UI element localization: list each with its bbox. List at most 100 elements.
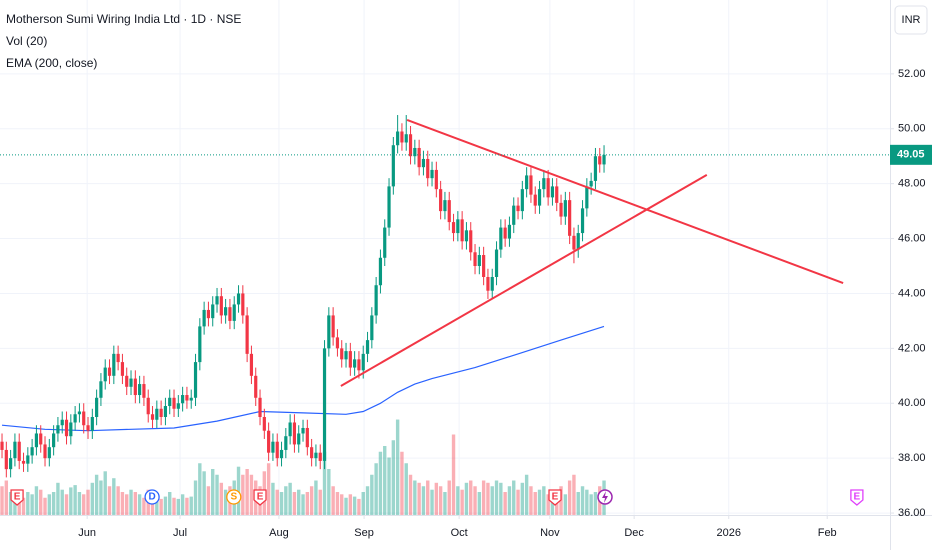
candle-body <box>26 455 30 464</box>
volume-bar <box>249 474 254 515</box>
candle-body <box>301 427 305 434</box>
volume-bar <box>215 474 219 515</box>
candle-body <box>146 397 150 415</box>
x-tick-label: Jun <box>78 527 96 539</box>
y-tick-label: 38.00 <box>898 452 926 464</box>
y-tick-label: 50.00 <box>898 123 926 135</box>
volume-bar <box>125 494 129 515</box>
event-icon[interactable] <box>10 489 24 506</box>
volume-bar <box>172 497 176 515</box>
candle-body <box>129 378 133 387</box>
candle-body <box>417 147 421 168</box>
candle-body <box>482 255 486 277</box>
volume-bar <box>266 463 271 515</box>
volume-bar <box>39 489 43 515</box>
volume-bar <box>563 494 568 515</box>
volume-bar <box>370 474 374 515</box>
candle-body <box>542 178 546 190</box>
event-icon[interactable] <box>226 489 242 505</box>
volume-bar <box>4 480 9 515</box>
volume-bar <box>456 486 460 515</box>
candle-body <box>525 175 529 190</box>
candle-body <box>168 397 172 407</box>
candle-body <box>494 249 499 277</box>
candle-body <box>142 384 146 398</box>
volume-bar <box>198 463 202 515</box>
volume-bar <box>297 489 301 515</box>
candle-body <box>408 134 413 157</box>
volume-bar <box>305 492 310 515</box>
volume-bar <box>331 486 335 515</box>
volume-bar <box>99 480 103 515</box>
volume-bar <box>43 497 47 515</box>
candle-body <box>443 200 447 212</box>
event-label: S <box>230 492 237 503</box>
volume-bar <box>340 494 344 515</box>
candle-body <box>464 230 469 242</box>
candle-body <box>189 397 193 401</box>
volume-bar <box>13 494 17 515</box>
candle-body <box>563 200 567 217</box>
candle-body <box>224 307 228 316</box>
candle-body <box>9 458 13 470</box>
volume-bar <box>344 497 348 515</box>
volume-bar <box>82 494 86 515</box>
volume-bar <box>585 489 589 515</box>
candle-body <box>69 422 73 437</box>
event-label: E <box>552 492 559 503</box>
candle-body <box>112 353 116 376</box>
volume-bar <box>155 494 159 515</box>
candle-body <box>340 348 344 360</box>
currency-box[interactable] <box>894 5 928 35</box>
currency[interactable]: INR <box>902 14 921 26</box>
candle-body <box>254 375 258 398</box>
volume-bar <box>507 486 512 515</box>
volume-bar <box>21 497 26 515</box>
volume-bar <box>361 492 365 515</box>
candle-body <box>529 175 533 195</box>
volume-bar <box>486 482 490 515</box>
event-icon[interactable] <box>253 489 267 506</box>
candle-body <box>52 433 56 448</box>
candle-body <box>477 255 481 267</box>
candle-body <box>434 169 438 190</box>
volume-bar <box>503 492 507 515</box>
candle-body <box>90 416 94 431</box>
candle-body <box>335 337 340 349</box>
candle-body <box>292 422 297 445</box>
volume-bar <box>335 492 340 515</box>
volume-bar <box>512 480 516 515</box>
candle-body <box>387 186 391 228</box>
volume-bar <box>107 486 112 515</box>
candle-body <box>73 414 77 423</box>
volume-bar <box>593 492 598 515</box>
volume-bar <box>73 485 77 515</box>
candle-body <box>486 276 490 291</box>
event-icon[interactable] <box>144 489 160 505</box>
candle-body <box>516 205 520 212</box>
volume-bar <box>494 480 499 515</box>
volume-bar <box>404 463 408 515</box>
volume-bar <box>34 486 39 515</box>
volume-bar <box>327 469 331 515</box>
candle-body <box>284 436 288 450</box>
volume-bar <box>542 486 546 515</box>
candle-body <box>107 367 112 376</box>
event-icon[interactable] <box>548 489 562 506</box>
volume-bar <box>211 469 215 515</box>
candle-body <box>155 408 159 420</box>
candle-body <box>322 348 327 461</box>
event-icon[interactable] <box>850 489 864 506</box>
candle-body <box>572 235 576 250</box>
y-tick-label: 52.00 <box>898 68 926 80</box>
volume-bar <box>279 492 284 515</box>
last-price-label: 49.05 <box>897 149 925 161</box>
trendline <box>406 119 844 284</box>
volume-bar <box>56 482 60 515</box>
candle-body <box>550 186 555 198</box>
candle-body <box>13 441 17 459</box>
volume-bar <box>8 492 13 515</box>
candle-body <box>82 411 86 426</box>
candle-body <box>86 425 90 431</box>
candle-body <box>267 430 271 453</box>
